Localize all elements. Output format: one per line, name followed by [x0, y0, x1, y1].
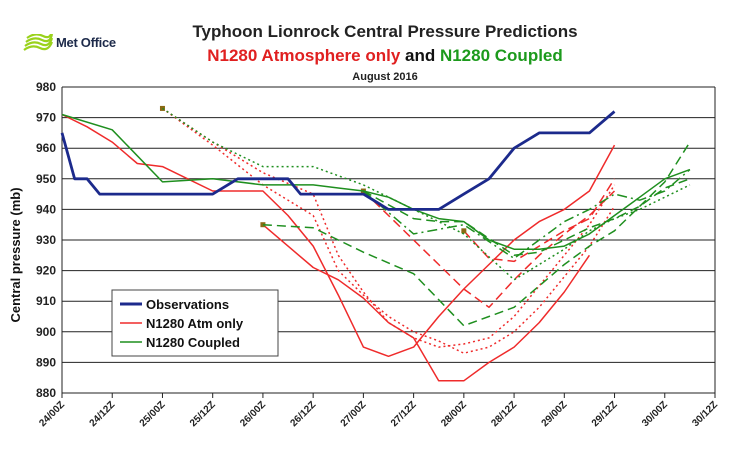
y-tick-label: 900 [36, 325, 56, 339]
y-tick-label: 960 [36, 141, 56, 155]
met-office-logo-text: Met Office [56, 35, 116, 50]
legend-label-coupled: N1280 Coupled [146, 335, 240, 350]
series-group [60, 105, 691, 382]
met-office-logo: Met Office [22, 30, 132, 60]
series-line-coupled [262, 141, 691, 327]
x-tick-label: 30/00Z [640, 399, 670, 429]
x-tick-label: 30/12Z [690, 399, 720, 429]
y-axis-label: Central pressure (mb) [8, 187, 23, 322]
chart-title: Typhoon Lionrock Central Pressure Predic… [192, 22, 578, 41]
series-line-atm [162, 107, 616, 354]
chart-subtitle: N1280 Atmosphere only and N1280 Coupled [150, 46, 620, 66]
y-tick-label: 980 [36, 80, 56, 94]
chart-date: August 2016 [352, 71, 418, 83]
x-tick-label: 29/00Z [540, 399, 570, 429]
series-line-coupled [363, 178, 691, 257]
grid-lines [61, 86, 716, 394]
x-tick-label: 26/00Z [238, 399, 268, 429]
y-tick-label: 880 [36, 386, 56, 400]
y-tick-label: 890 [36, 355, 56, 369]
series-line-atm [162, 107, 616, 348]
series-line-atm [61, 113, 616, 358]
x-tick-labels: 24/00Z 24/12Z 25/00Z 25/12Z 26/00Z 26/12Z 27/0… [37, 393, 720, 429]
series-line-coupled [362, 169, 691, 260]
x-tick-label: 24/00Z [37, 399, 67, 429]
x-tick-label: 24/12Z [88, 399, 118, 429]
legend: Observations N1280 Atm only N1280 Couple… [111, 289, 279, 357]
series-line-observations [60, 110, 616, 211]
logo-stripe [25, 34, 54, 43]
y-tick-label: 930 [36, 233, 56, 247]
y-tick-label: 920 [36, 264, 56, 278]
x-tick-label: 28/00Z [439, 399, 469, 429]
subtitle-and: and [400, 46, 440, 65]
logo-stripe [26, 34, 53, 39]
forecast-start-marker [461, 228, 467, 234]
y-tick-labels: 880 890 900 910 920 930 940 950 960 970 980 [36, 80, 56, 400]
legend-label-observations: Observations [146, 297, 229, 312]
subtitle-coupled: N1280 Coupled [439, 46, 563, 65]
x-tick-label: 28/12Z [489, 399, 519, 429]
x-tick-label: 25/12Z [188, 399, 218, 429]
forecast-start-marker [159, 105, 165, 111]
y-tick-label: 970 [36, 111, 56, 125]
series-line-atm [362, 190, 616, 309]
series-line-coupled [61, 113, 691, 250]
x-tick-label: 25/00Z [138, 399, 168, 429]
logo-stripe [24, 37, 54, 47]
x-tick-label: 27/12Z [389, 399, 419, 429]
x-tick-label: 29/12Z [590, 399, 620, 429]
series-line-atm [262, 224, 591, 382]
y-tick-label: 910 [36, 294, 56, 308]
y-tick-label: 950 [36, 172, 56, 186]
series-line-coupled [162, 107, 691, 281]
legend-label-atm: N1280 Atm only [146, 316, 244, 331]
x-tick-label: 27/00Z [339, 399, 369, 429]
logo-stripe [23, 41, 54, 51]
x-tick-label: 26/12Z [288, 399, 318, 429]
met-office-logo-icon [23, 34, 54, 51]
subtitle-atm-only: N1280 Atmosphere only [207, 46, 401, 65]
series-line-atm [463, 178, 616, 263]
y-tick-label: 940 [36, 202, 56, 216]
